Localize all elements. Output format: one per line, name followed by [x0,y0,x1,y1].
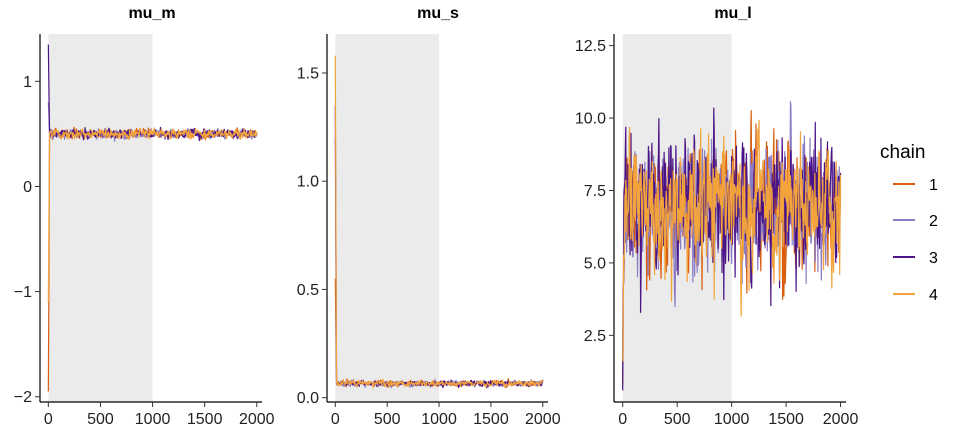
legend-label: 2 [929,213,938,230]
y-tick-label: −2 [14,389,32,406]
y-tick-label: 12.5 [575,38,606,55]
legend-label: 1 [929,177,938,194]
x-tick-label: 2000 [525,411,561,428]
y-tick-label: 1.5 [297,65,319,82]
x-tick-label: 1000 [714,411,750,428]
x-tick-label: 500 [374,411,401,428]
legend-label: 3 [929,250,938,267]
x-tick-label: 0 [618,411,627,428]
panel-title: mu_m [128,5,175,22]
x-tick-label: 500 [664,411,691,428]
y-tick-label: 0.0 [297,390,319,407]
y-tick-label: 2.5 [584,328,606,345]
trace-panel-mu-s: mu_s 0 500 1000 1500 2000 0.0 0.5 1.0 1.5 [297,5,561,428]
x-tick-label: 0 [331,411,340,428]
y-tick-label: 1 [23,74,32,91]
x-tick-label: 1000 [421,411,457,428]
x-tick-label: 0 [44,411,53,428]
panels: mu_m 0 500 1000 1500 2000 −2 −1 0 1 mu_s 0 500 1000 15… [14,5,859,428]
trace-line-chain-4 [622,119,842,362]
trace-line-chain-4 [334,55,544,389]
panel-title: mu_s [417,5,459,22]
y-tick-label: 7.5 [584,183,606,200]
panel-title: mu_l [714,5,751,22]
legend-title: chain [880,142,925,163]
y-tick-label: −1 [14,284,32,301]
legend-label: 4 [929,287,938,304]
warmup-shade [335,34,440,402]
trace-line-chain-3 [622,107,842,391]
y-tick-label: 0 [23,179,32,196]
trace-line-chain-3 [47,44,258,142]
trace-line-chain-4 [47,127,258,303]
x-tick-label: 2000 [239,411,275,428]
y-tick-label: 10.0 [575,111,606,128]
x-tick-label: 1500 [768,411,804,428]
x-tick-label: 1000 [135,411,171,428]
x-tick-label: 500 [87,411,114,428]
x-tick-label: 1500 [187,411,223,428]
warmup-shade [48,34,153,402]
x-tick-label: 1500 [473,411,509,428]
y-tick-label: 0.5 [297,282,319,299]
trace-panel-mu-l: mu_l 0 500 1000 1500 2000 2.5 5.0 7.5 10.0 12.5 [575,5,859,428]
x-tick-label: 2000 [823,411,859,428]
y-tick-label: 5.0 [584,255,606,272]
y-tick-label: 1.0 [297,174,319,191]
trace-panel-mu-m: mu_m 0 500 1000 1500 2000 −2 −1 0 1 [14,5,275,428]
